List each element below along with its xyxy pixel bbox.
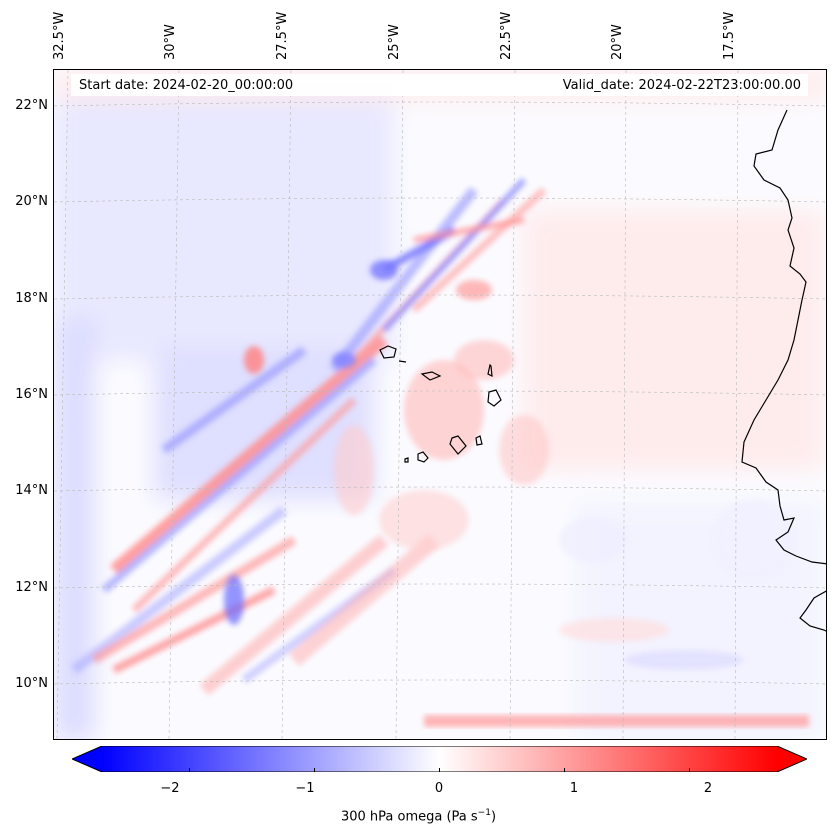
coastline-guinea-bissau [799, 590, 826, 632]
start-date-label: Start date: 2024-02-20_00:00:00 [79, 78, 294, 93]
lon-label-22-5w: 22.5°W [499, 11, 514, 60]
lat-label-20n: 20°N [15, 194, 48, 209]
lon-label-17-5w: 17.5°W [722, 11, 737, 60]
valid-date-label: Valid_date: 2024-02-22T23:00:00.00 [562, 78, 801, 93]
colorbar-tick-1: 1 [569, 781, 579, 796]
lat-label-16n: 16°N [15, 387, 48, 402]
colorbar-tick-0: 0 [434, 781, 444, 796]
lon-label-30w: 30°W [163, 24, 178, 60]
lat-label-12n: 12°N [15, 580, 48, 595]
lon-label-27-5w: 27.5°W [275, 11, 290, 60]
lat-label-10n: 10°N [15, 676, 48, 691]
colorbar-extend-low [72, 746, 102, 772]
coastline-africa [741, 109, 826, 565]
lat-label-18n: 18°N [15, 291, 48, 306]
lat-label-14n: 14°N [15, 483, 48, 498]
map-panel[interactable] [53, 69, 827, 740]
lon-label-25w: 25°W [387, 24, 402, 60]
lat-label-22n: 22°N [15, 98, 48, 113]
colorbar-tick-minus-1: −1 [295, 781, 315, 796]
lon-label-20w: 20°W [610, 24, 625, 60]
date-header-background [71, 74, 808, 96]
colorbar-tick-minus-2: −2 [160, 781, 180, 796]
colorbar-label: 300 hPa omega (Pa s−1) [340, 808, 497, 825]
colorbar [72, 746, 807, 772]
lon-label-32-5w: 32.5°W [52, 11, 67, 60]
cape-verde-islands [379, 345, 502, 463]
colorbar-extend-high [777, 746, 807, 772]
gridlines [54, 70, 826, 739]
omega-field [54, 70, 826, 739]
colorbar-tick-2: 2 [703, 781, 713, 796]
